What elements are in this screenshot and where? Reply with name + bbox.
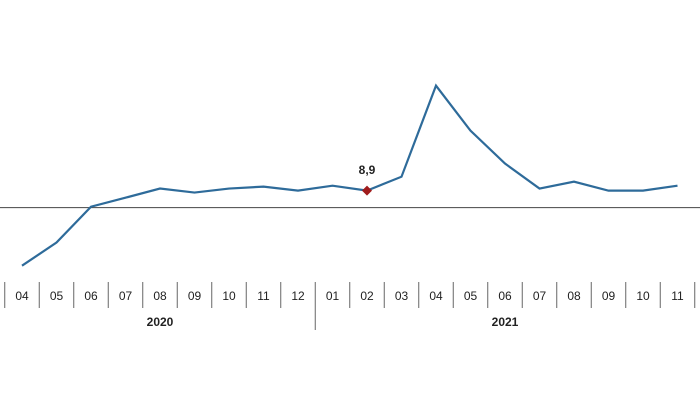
x-tick-label: 06 (498, 289, 512, 303)
x-tick-label: 05 (464, 289, 478, 303)
year-label: 2021 (492, 315, 519, 329)
x-tick-label: 11 (671, 289, 684, 303)
x-tick-label: 07 (533, 289, 547, 303)
x-tick-label: 09 (602, 289, 616, 303)
x-tick-label: 11 (257, 289, 270, 303)
x-tick-label: 07 (119, 289, 133, 303)
x-tick-label: 09 (188, 289, 202, 303)
x-tick-label: 04 (429, 289, 443, 303)
x-tick-label: 06 (84, 289, 98, 303)
x-tick-label: 02 (360, 289, 374, 303)
x-tick-label: 08 (567, 289, 581, 303)
x-tick-label: 10 (222, 289, 236, 303)
data-label: 8,9 (359, 163, 376, 177)
x-tick-label: 10 (636, 289, 650, 303)
data-line (21, 83, 678, 267)
x-tick-label: 03 (395, 289, 409, 303)
x-tick-label: 08 (153, 289, 167, 303)
x-tick-label: 04 (15, 289, 29, 303)
highlight-marker (362, 185, 372, 196)
x-tick-label: 12 (291, 289, 305, 303)
x-tick-label: 05 (50, 289, 64, 303)
x-tick-label: 01 (326, 289, 340, 303)
year-label: 2020 (147, 315, 174, 329)
